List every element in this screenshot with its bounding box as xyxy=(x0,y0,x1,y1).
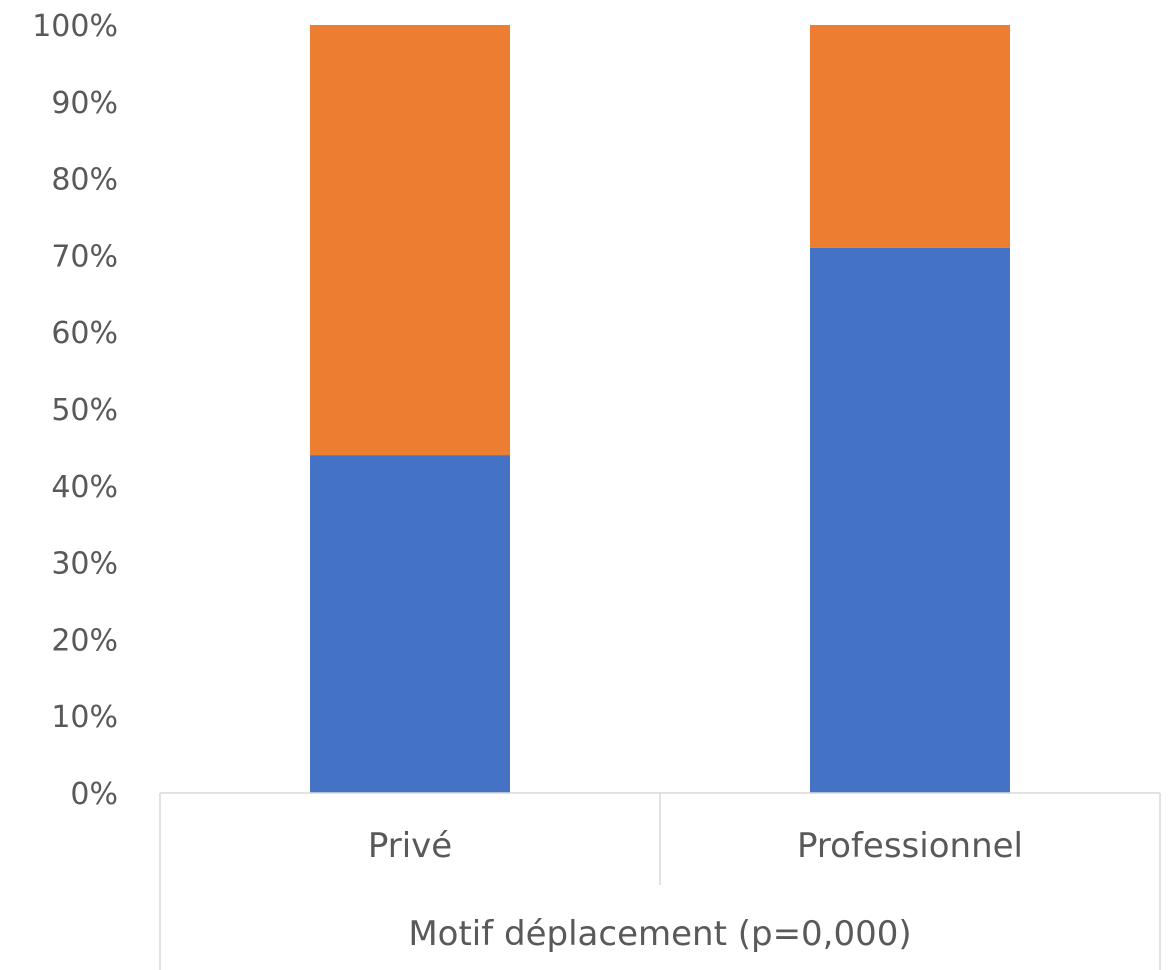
y-tick-label: 50% xyxy=(51,393,118,428)
y-tick-label: 40% xyxy=(51,470,118,505)
y-tick-label: 80% xyxy=(51,163,118,198)
x-axis-group-label: Motif déplacement (p=0,000) xyxy=(408,914,911,954)
y-tick-label: 0% xyxy=(70,777,118,812)
y-tick-label: 30% xyxy=(51,547,118,582)
bar-segment-1-2 xyxy=(310,25,510,456)
y-axis-ticks: 0% 10% 20% 30% 40% 50% 60% 70% 80% 90% 100% xyxy=(32,9,118,812)
bars xyxy=(310,25,1010,794)
x-axis: Privé Professionnel Motif déplacement (p… xyxy=(159,792,1161,970)
y-tick-label: 90% xyxy=(51,86,118,121)
category-label-prive: Privé xyxy=(368,826,452,866)
y-tick-label: 20% xyxy=(51,623,118,658)
y-tick-label: 70% xyxy=(51,239,118,274)
category-label-professionnel: Professionnel xyxy=(797,826,1023,866)
y-tick-label: 10% xyxy=(51,700,118,735)
y-tick-label: 60% xyxy=(51,316,118,351)
y-tick-label: 100% xyxy=(32,9,118,44)
bar-segment-2-1 xyxy=(810,247,1010,794)
bar-segment-1-1 xyxy=(310,455,510,793)
bar-segment-2-2 xyxy=(810,25,1010,248)
